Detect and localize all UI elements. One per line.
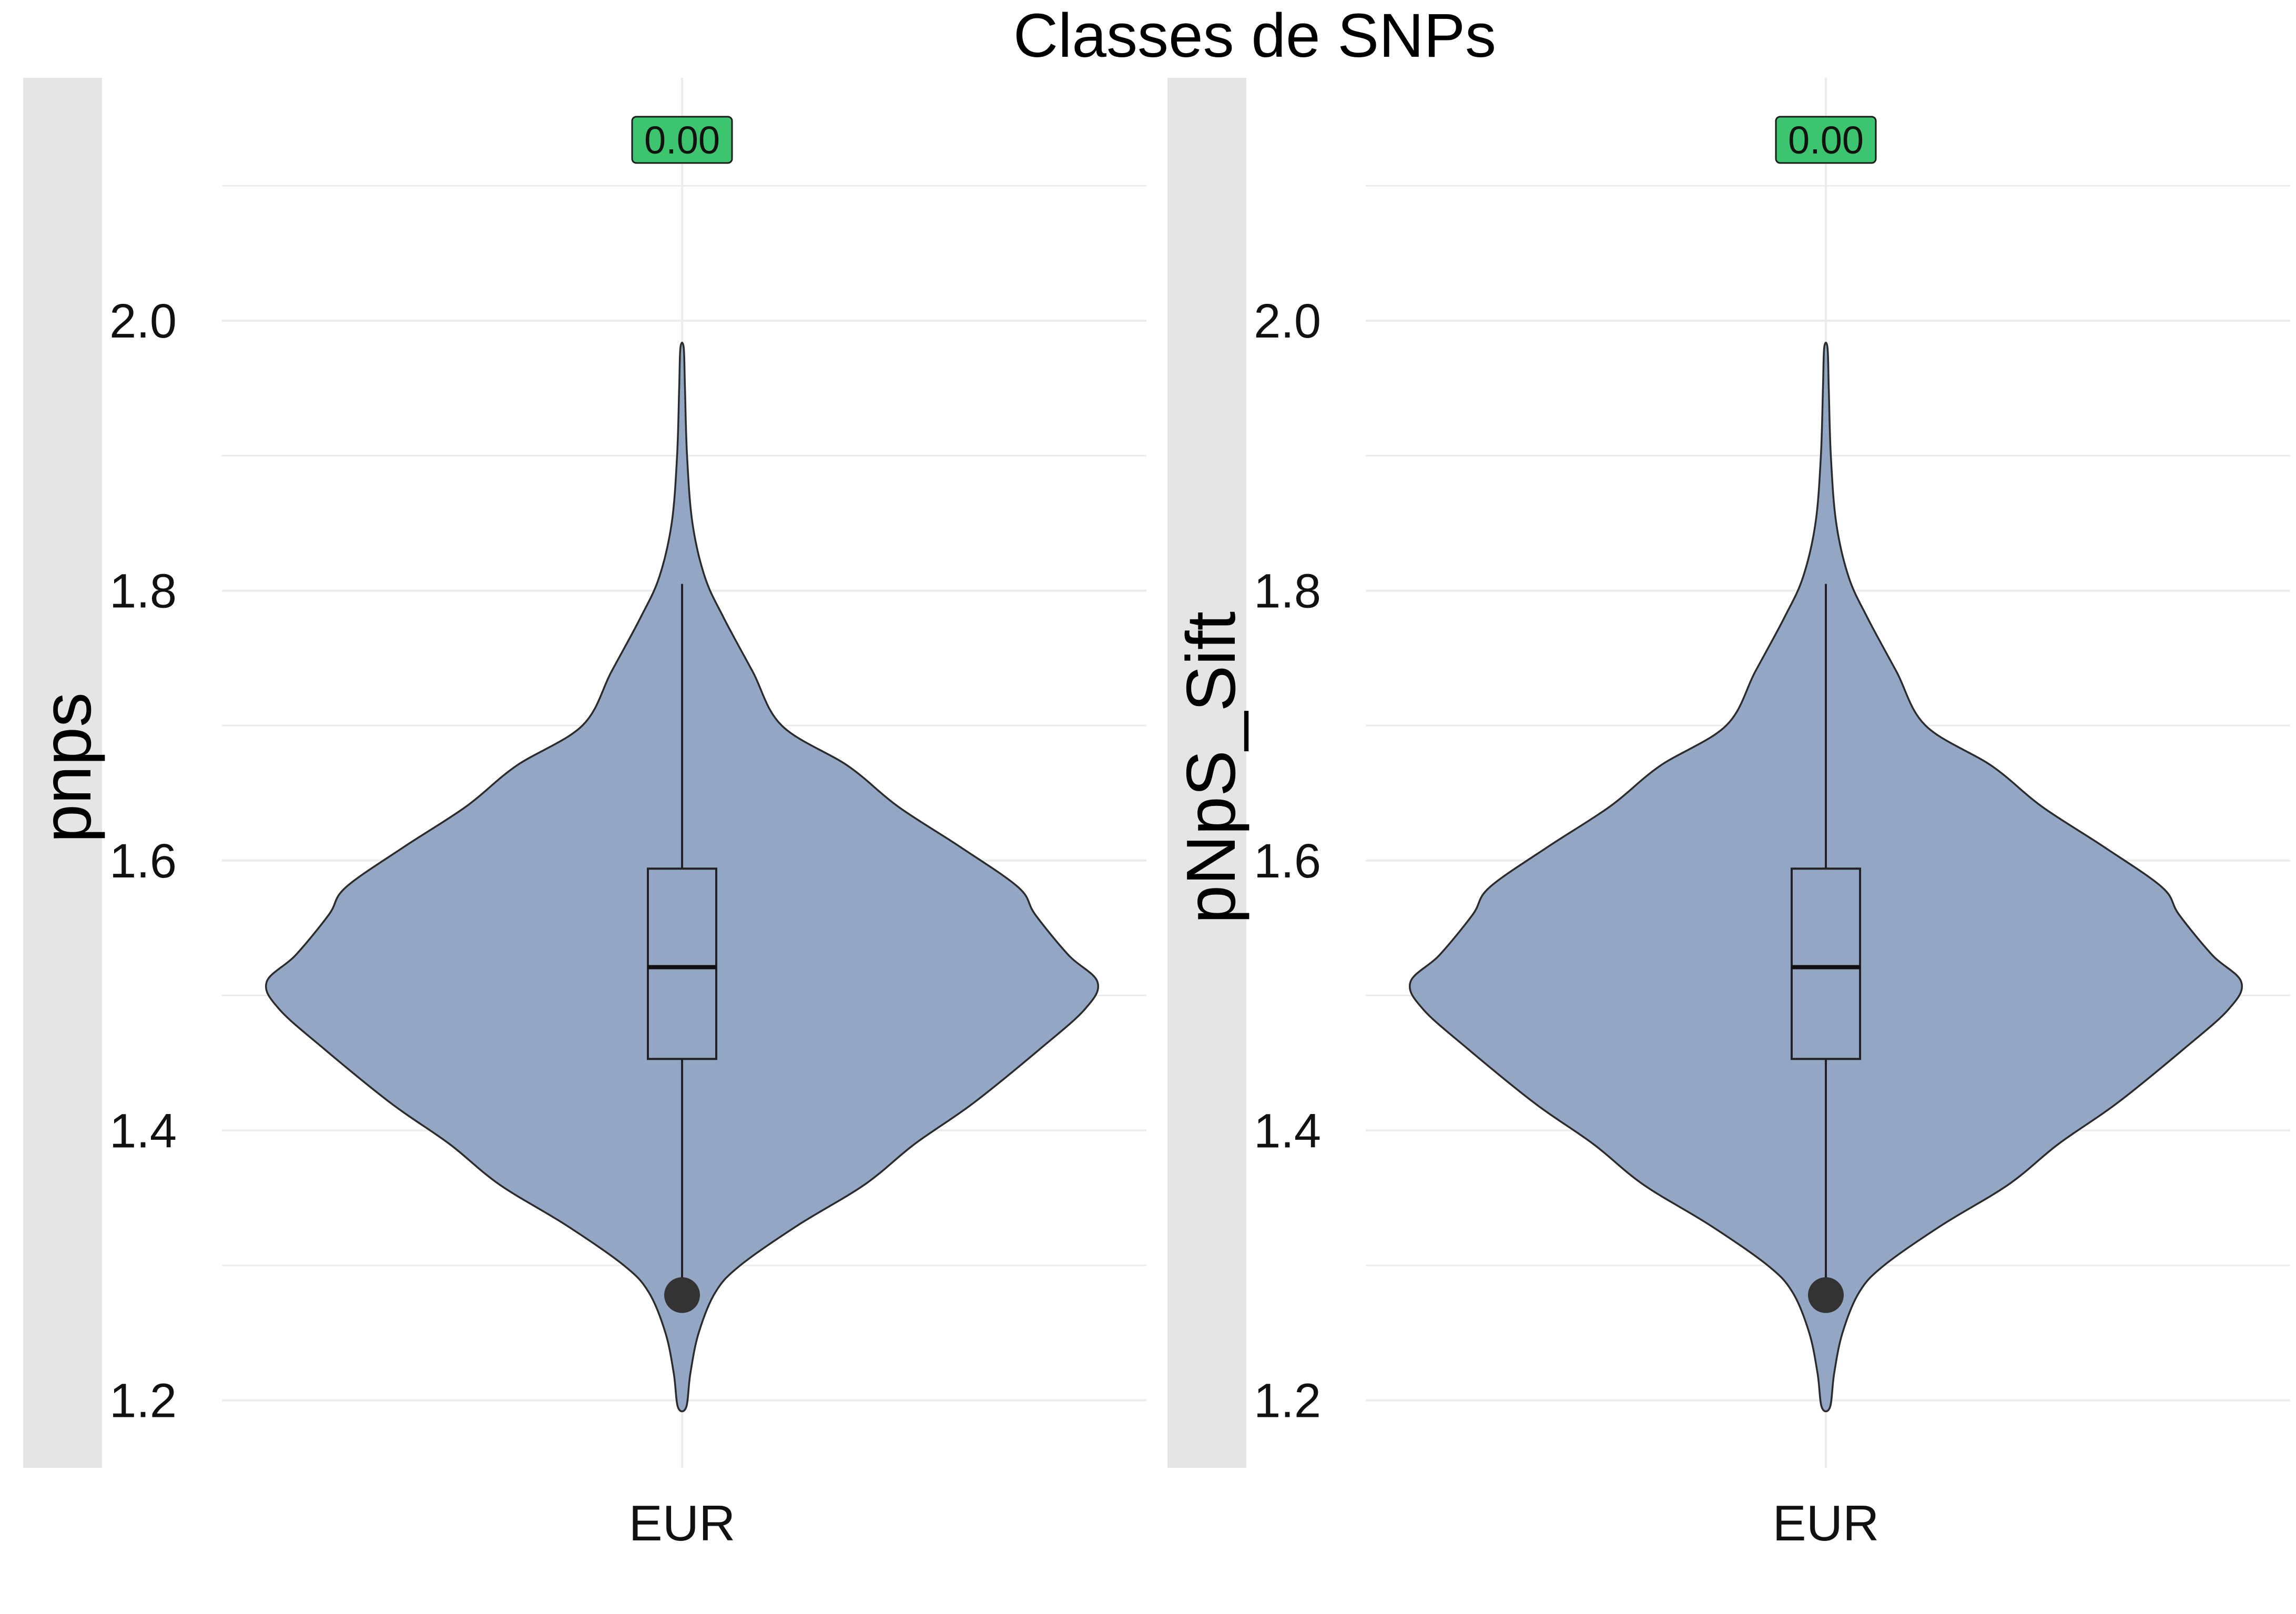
y-axis-label: pnps [28,692,105,843]
outlier-point [664,1277,700,1313]
y-tick-label: 1.6 [109,834,177,888]
chart-panel-1: 1.2 1.4 1.6 1.8 2.0 0.00 EUR pnps [23,78,1146,1551]
panels: 1.2 1.4 1.6 1.8 2.0 0.00 EUR pnps 1.2 1.4 1.6 1.8 2.… [23,78,2290,1551]
ylabel-strip [23,78,102,1468]
iqr-box [1791,867,1861,1060]
y-tick-label: 1.2 [109,1374,177,1428]
x-category-label: EUR [1773,1495,1880,1551]
y-tick-label: 1.4 [1254,1104,1321,1158]
annotation-label: 0.00 [1788,118,1864,162]
y-axis-label: pNpS_Sift [1172,611,1249,924]
y-tick-label: 2.0 [109,294,177,348]
y-tick-label: 1.4 [109,1104,177,1158]
annotation-label: 0.00 [644,118,720,162]
y-tick-label: 1.2 [1254,1374,1321,1428]
y-tick-label: 1.8 [1254,564,1321,618]
ylabel-strip [1167,78,1246,1468]
figure-title: Classes de SNPs [1013,1,1496,70]
x-category-label: EUR [629,1495,736,1551]
y-tick-label: 2.0 [1254,294,1321,348]
outlier-point [1808,1277,1844,1313]
chart-panel-2: 1.2 1.4 1.6 1.8 2.0 0.00 EUR pNpS_Sift [1167,78,2290,1551]
y-tick-label: 1.8 [109,564,177,618]
y-tick-label: 1.6 [1254,834,1321,888]
annotation-badge [631,116,733,164]
iqr-box [647,867,717,1060]
annotation-badge [1775,116,1877,164]
